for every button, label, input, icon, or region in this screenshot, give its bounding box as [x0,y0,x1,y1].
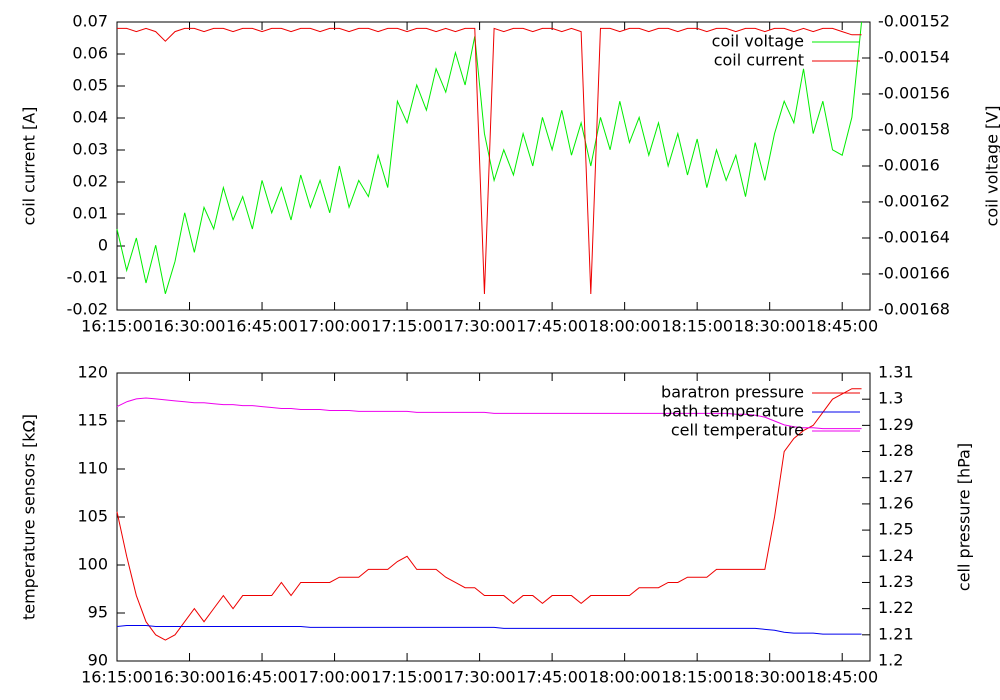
x-tick-label: 16:45:00 [226,668,298,687]
y2-tick-label: 1.31 [878,363,914,382]
y2-tick-label: 1.24 [878,546,914,565]
y-axis-label: temperature sensors [kΩ] [20,414,39,620]
x-tick-label: 17:45:00 [516,317,588,336]
y-tick-label: 0.01 [72,204,108,223]
x-tick-label: 18:45:00 [806,668,878,687]
y2-tick-label: -0.00156 [878,84,950,103]
y2-tick-label: -0.00158 [878,120,950,139]
x-tick-label: 16:45:00 [226,317,298,336]
x-tick-label: 17:30:00 [444,668,516,687]
y2-tick-label: 1.29 [878,415,914,434]
y-tick-label: 0.06 [72,44,108,63]
data-line [117,27,862,295]
y-tick-label: 0.02 [72,172,108,191]
y2-tick-label: 1.25 [878,520,914,539]
data-line [116,388,862,641]
x-tick-label: 18:30:00 [734,317,806,336]
y2-axis-label: cell pressure [hPa] [955,443,974,591]
y2-tick-label: 1.22 [878,598,914,617]
x-tick-label: 18:15:00 [661,317,733,336]
y2-tick-label: 1.21 [878,624,914,643]
y-tick-label: 115 [77,411,108,430]
y2-axis-label: coil voltage [V] [983,106,1000,227]
y-axis-label: coil current [A] [20,107,39,226]
y-tick-label: 95 [88,603,108,622]
legend-label: coil voltage [712,32,804,51]
y-tick-label: -0.01 [67,268,108,287]
y2-tick-label: 1.3 [878,389,903,408]
x-tick-label: 17:15:00 [371,317,443,336]
x-tick-label: 16:15:00 [81,317,153,336]
y-tick-label: 110 [77,459,108,478]
x-tick-label: 18:30:00 [734,668,806,687]
x-tick-label: 16:30:00 [154,317,226,336]
data-line [116,624,862,635]
y2-tick-label: 1.23 [878,572,914,591]
y2-tick-label: -0.00154 [878,48,950,67]
y-tick-label: 120 [77,363,108,382]
y-tick-label: 0 [98,236,108,255]
data-line [116,397,862,430]
y-tick-label: 105 [77,507,108,526]
y-tick-label: -0.02 [67,300,108,319]
y2-tick-label: 1.26 [878,493,914,512]
y-tick-label: 0.04 [72,108,108,127]
y2-tick-label: 1.28 [878,441,914,460]
x-tick-label: 17:30:00 [444,317,516,336]
x-tick-label: 16:30:00 [154,668,226,687]
y-tick-label: 0.03 [72,140,108,159]
x-tick-label: 17:15:00 [371,668,443,687]
x-tick-label: 18:00:00 [589,668,661,687]
y2-tick-label: -0.00164 [878,228,950,247]
y2-tick-label: -0.00152 [878,12,950,31]
y2-tick-label: -0.00166 [878,264,950,283]
y-tick-label: 100 [77,555,108,574]
y-tick-label: 0.07 [72,12,108,31]
x-tick-label: 17:00:00 [299,317,371,336]
y2-tick-label: -0.0016 [878,156,940,175]
legend-label: bath temperature [662,402,804,421]
x-tick-label: 17:45:00 [516,668,588,687]
y2-tick-label: -0.00162 [878,192,950,211]
x-tick-label: 16:15:00 [81,668,153,687]
y-tick-label: 0.05 [72,76,108,95]
x-tick-label: 17:00:00 [299,668,371,687]
y2-tick-label: -0.00168 [878,300,950,319]
y2-tick-label: 1.2 [878,651,903,670]
x-tick-label: 18:45:00 [806,317,878,336]
legend-label: coil current [714,51,804,70]
y2-tick-label: 1.27 [878,467,914,486]
legend-label: cell temperature [671,421,804,440]
y-tick-label: 90 [88,651,108,670]
legend-label: baratron pressure [661,383,804,402]
x-tick-label: 18:00:00 [589,317,661,336]
x-tick-label: 18:15:00 [661,668,733,687]
